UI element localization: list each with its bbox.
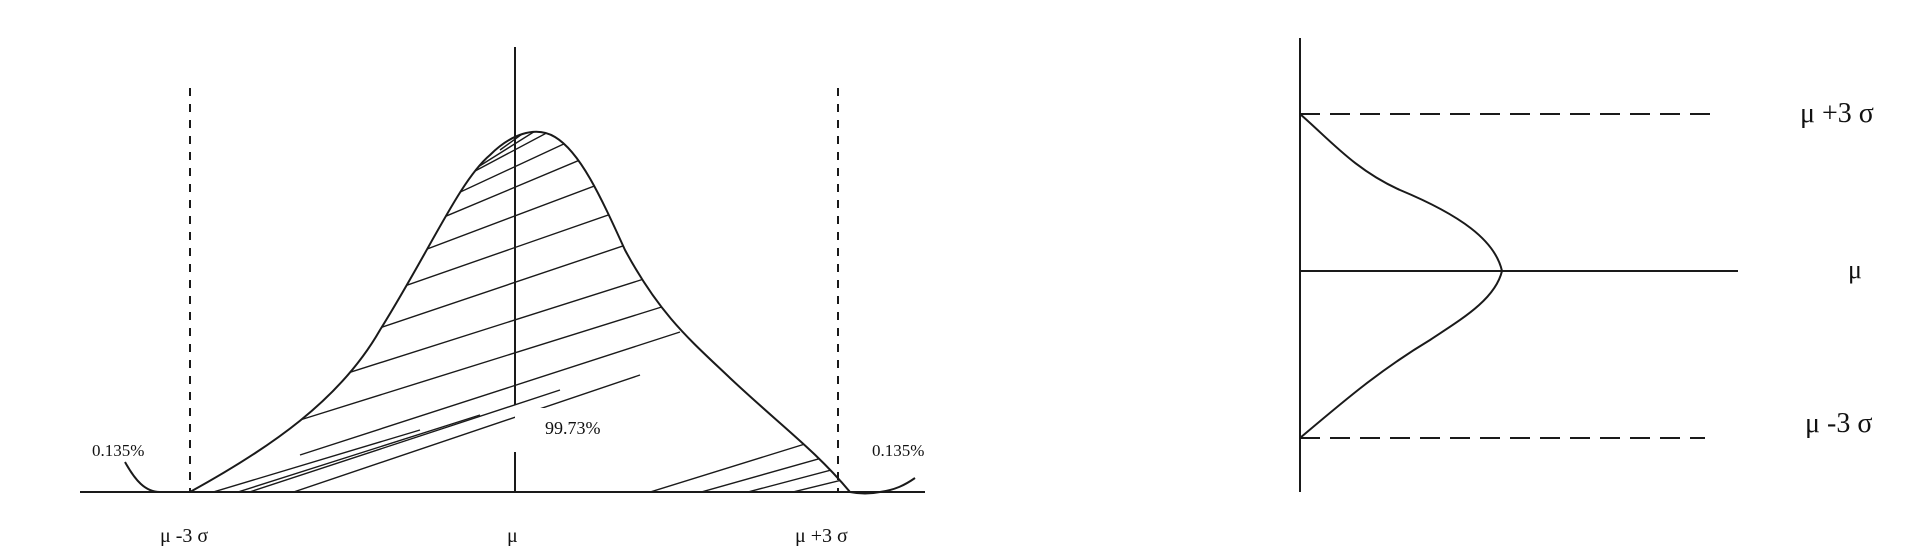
hatching bbox=[190, 131, 850, 492]
axis-label-minus-3-sigma: μ -3 σ bbox=[160, 525, 208, 546]
right-tail-percentage: 0.135% bbox=[872, 441, 924, 460]
center-label: μ bbox=[1848, 255, 1862, 284]
upper-limit-label: μ +3 σ bbox=[1800, 98, 1874, 129]
inner-label-background bbox=[515, 408, 630, 453]
left-bell-curve-figure: 99.73% 0.135% 0.135% μ -3 σ μ μ +3 σ bbox=[80, 47, 925, 546]
right-control-chart-figure: μ +3 σ μ μ -3 σ bbox=[1299, 38, 1874, 492]
sideways-bell-curve bbox=[1299, 113, 1504, 439]
bell-curve bbox=[124, 130, 916, 495]
left-tail-percentage: 0.135% bbox=[92, 441, 144, 460]
axis-label-plus-3-sigma: μ +3 σ bbox=[795, 525, 848, 546]
axis-label-mu: μ bbox=[507, 525, 518, 546]
lower-limit-label: μ -3 σ bbox=[1805, 408, 1872, 439]
inner-percentage-label: 99.73% bbox=[545, 418, 601, 438]
